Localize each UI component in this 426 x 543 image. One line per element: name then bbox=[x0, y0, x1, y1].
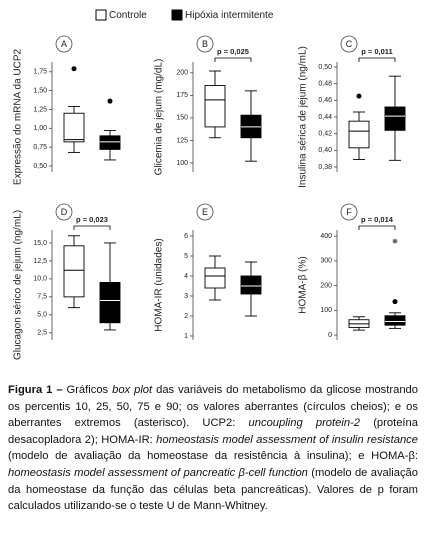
legend-swatch bbox=[171, 9, 183, 21]
box bbox=[240, 275, 262, 295]
panel-badge bbox=[196, 35, 214, 53]
panel-badge bbox=[55, 203, 73, 221]
p-value: p = 0,014 bbox=[361, 215, 394, 224]
y-tick-label: 5,0 bbox=[37, 312, 47, 319]
y-tick-label: 12,5 bbox=[33, 258, 47, 265]
figure: Controle Hipóxia intermitente A 0,50 0,75 1,0… bbox=[13, 9, 406, 360]
y-tick-label: 100 bbox=[176, 160, 188, 167]
y-tick-label: 3 bbox=[184, 293, 188, 300]
y-tick-label: 2 bbox=[184, 313, 188, 320]
caption-label: Figura 1 – bbox=[8, 384, 63, 396]
y-axis-label: Expressão do mRNA da UCP2 bbox=[13, 48, 24, 185]
y-tick-label: 125 bbox=[176, 137, 188, 144]
caption-text: box plot bbox=[112, 384, 153, 396]
caption-text: homeostasis model assessment of insulin … bbox=[156, 433, 418, 446]
y-tick-label: 0,38 bbox=[318, 164, 332, 171]
caption-text: Gráficos bbox=[62, 384, 113, 396]
caption-text: uncoupling protein-2 bbox=[248, 417, 361, 430]
caption-text: (modelo de avaliação da homeostase da fu… bbox=[8, 466, 418, 513]
caption-text: das variáveis do metabolismo da glicose … bbox=[8, 384, 418, 430]
panel-label: E bbox=[202, 207, 208, 217]
panel-badge bbox=[340, 203, 358, 221]
y-tick-label: 0,40 bbox=[318, 147, 332, 154]
panel-label: D bbox=[61, 207, 68, 217]
outlier bbox=[392, 299, 398, 305]
outlier bbox=[71, 66, 77, 72]
y-tick-label: 15,0 bbox=[33, 240, 47, 247]
legend-swatch bbox=[95, 9, 107, 21]
y-tick-label: 400 bbox=[320, 233, 332, 240]
significance-bracket bbox=[73, 225, 111, 230]
p-value: p = 0,025 bbox=[217, 47, 249, 56]
y-tick-label: 0,75 bbox=[33, 144, 47, 151]
y-tick-label: 4 bbox=[184, 273, 188, 280]
y-tick-label: 175 bbox=[176, 92, 188, 99]
y-tick-label: 100 bbox=[320, 307, 332, 314]
box bbox=[204, 84, 226, 128]
outlier bbox=[107, 98, 113, 104]
y-axis-label: Glicemia de jejum (mg/dL) bbox=[154, 59, 165, 176]
y-tick-label: 200 bbox=[176, 70, 188, 77]
panel-label: B bbox=[202, 39, 208, 49]
box bbox=[63, 112, 85, 143]
y-tick-label: 150 bbox=[176, 115, 188, 122]
box bbox=[384, 315, 406, 326]
box bbox=[99, 135, 121, 150]
panel-label: C bbox=[346, 39, 353, 49]
y-tick-label: 0,48 bbox=[318, 81, 332, 88]
panel-label: F bbox=[346, 207, 352, 217]
y-tick-label: 1,50 bbox=[33, 87, 47, 94]
caption-text: (proteína desacopladora 2); HOMA-IR: bbox=[8, 417, 418, 446]
y-tick-label: 10,0 bbox=[33, 276, 47, 283]
box bbox=[348, 120, 370, 149]
y-tick-label: 0,44 bbox=[318, 114, 332, 121]
y-axis-label: HOMA-β (%) bbox=[298, 256, 309, 313]
y-tick-label: 300 bbox=[320, 258, 332, 265]
y-axis-label: HOMA-IR (unidades) bbox=[154, 238, 165, 331]
y-tick-label: 1 bbox=[184, 333, 188, 340]
y-tick-label: 2,5 bbox=[37, 330, 47, 337]
y-tick-label: 0,50 bbox=[318, 64, 332, 71]
y-tick-label: 0,50 bbox=[33, 163, 47, 170]
panel-badge bbox=[196, 203, 214, 221]
box bbox=[384, 106, 406, 131]
panel-label: A bbox=[61, 39, 67, 49]
caption-text: homeostasis model assessment of pancreat… bbox=[8, 466, 308, 479]
significance-bracket bbox=[214, 57, 252, 62]
outlier bbox=[356, 93, 362, 99]
y-tick-label: 1,75 bbox=[33, 69, 47, 76]
panel-badge bbox=[340, 35, 358, 53]
y-axis-label: Glucagon sérico de jejum (ng/mL) bbox=[13, 210, 24, 360]
y-tick-label: 0,42 bbox=[318, 131, 332, 138]
p-value: p = 0,023 bbox=[76, 215, 108, 224]
y-tick-label: 200 bbox=[320, 282, 332, 289]
y-tick-label: 5 bbox=[184, 253, 188, 260]
y-axis-label: Insulina sérica de jejum (ng/mL) bbox=[298, 46, 309, 188]
legend-label: Hipóxia intermitente bbox=[185, 10, 274, 21]
panel-badge bbox=[55, 35, 73, 53]
p-value: p = 0,011 bbox=[361, 47, 392, 56]
significance-bracket bbox=[358, 57, 396, 62]
y-tick-label: 7,5 bbox=[37, 294, 47, 301]
caption: Figura 1 – Gráficos box plot das variáve… bbox=[8, 382, 418, 515]
significance-bracket bbox=[358, 225, 396, 230]
box bbox=[99, 282, 121, 324]
y-tick-label: 6 bbox=[184, 233, 188, 240]
y-tick-label: 0 bbox=[328, 332, 332, 339]
extreme-outlier bbox=[392, 238, 398, 244]
y-tick-label: 1,25 bbox=[33, 106, 47, 113]
box bbox=[204, 267, 226, 289]
legend-label: Controle bbox=[109, 10, 147, 21]
y-tick-label: 0,46 bbox=[318, 97, 332, 104]
caption-text: (modelo de avaliação da homeostase da re… bbox=[8, 450, 418, 463]
y-tick-label: 1,00 bbox=[33, 125, 47, 132]
box bbox=[63, 245, 85, 298]
